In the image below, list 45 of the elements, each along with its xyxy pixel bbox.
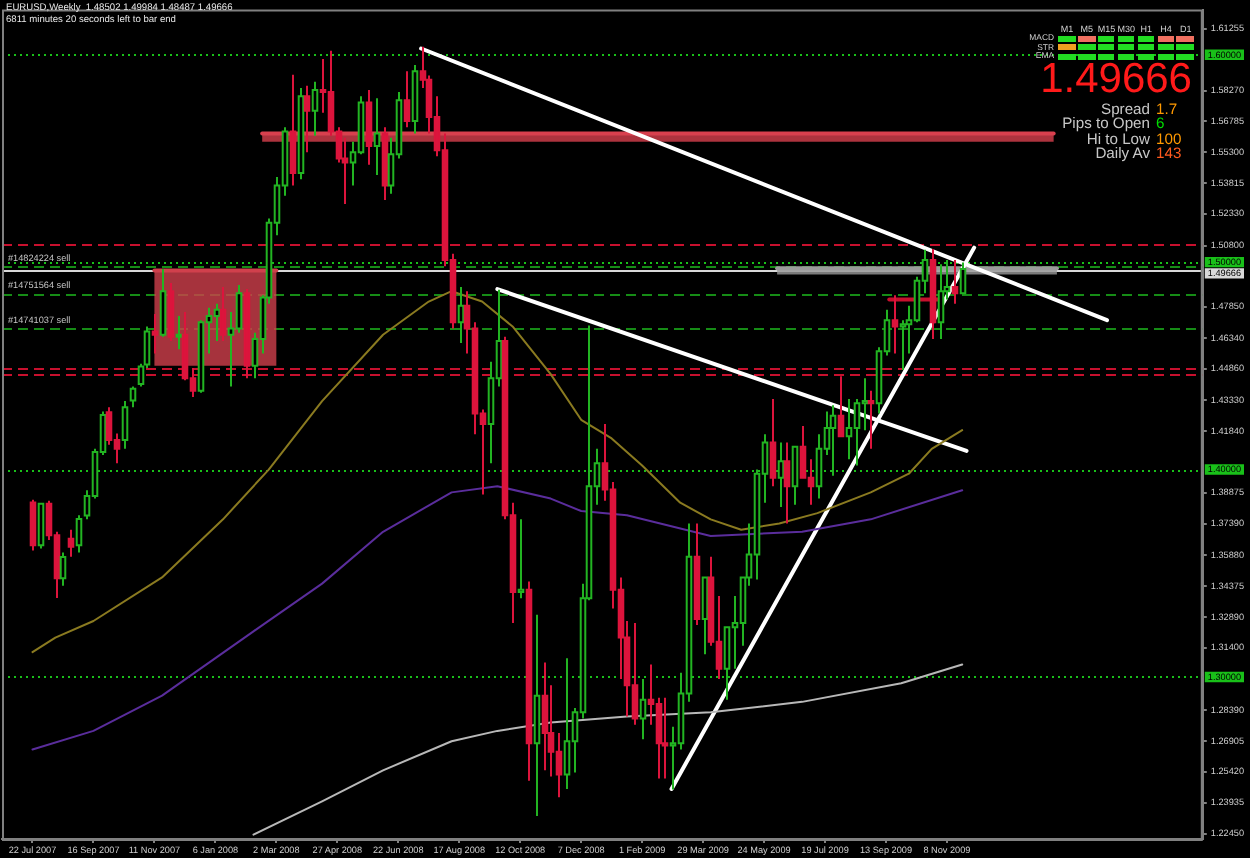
candlestick xyxy=(67,528,75,558)
candlestick xyxy=(297,86,305,181)
candlestick xyxy=(769,398,777,488)
candlestick xyxy=(517,518,525,600)
candlestick xyxy=(381,126,389,201)
candlestick xyxy=(289,73,297,187)
candlestick xyxy=(29,498,37,552)
candlestick xyxy=(411,64,419,135)
candlestick xyxy=(365,89,373,166)
candlestick xyxy=(121,400,129,450)
candlestick xyxy=(59,551,67,587)
candlestick xyxy=(951,259,959,305)
candlestick xyxy=(937,263,945,340)
candlestick xyxy=(243,288,251,380)
candlestick xyxy=(661,696,669,780)
candlestick xyxy=(373,97,381,177)
text: 1.49666 xyxy=(1040,56,1192,102)
candlestick xyxy=(219,286,227,342)
candlestick xyxy=(525,580,533,782)
candlestick xyxy=(845,398,853,461)
candlestick xyxy=(167,281,175,342)
candlestick xyxy=(457,286,465,345)
candlestick xyxy=(791,445,799,506)
candlestick xyxy=(867,389,875,450)
candlestick xyxy=(959,261,967,295)
candlestick xyxy=(129,385,137,409)
candlestick xyxy=(837,375,845,438)
candlestick xyxy=(159,267,167,338)
candlestick xyxy=(639,678,647,741)
candlestick xyxy=(541,661,549,772)
candlestick xyxy=(701,576,709,656)
candlestick xyxy=(929,248,937,340)
candlestick xyxy=(631,622,639,726)
candlestick xyxy=(175,315,183,351)
candlestick xyxy=(75,514,83,554)
candlestick xyxy=(891,294,899,355)
candlestick xyxy=(783,441,791,525)
candlestick xyxy=(533,613,541,817)
candlestick xyxy=(151,313,159,355)
candlestick xyxy=(693,522,701,627)
candlestick xyxy=(303,84,311,154)
candlestick xyxy=(403,70,411,129)
candlestick xyxy=(563,657,571,790)
candlestick xyxy=(37,501,45,550)
candlestick xyxy=(311,80,319,137)
